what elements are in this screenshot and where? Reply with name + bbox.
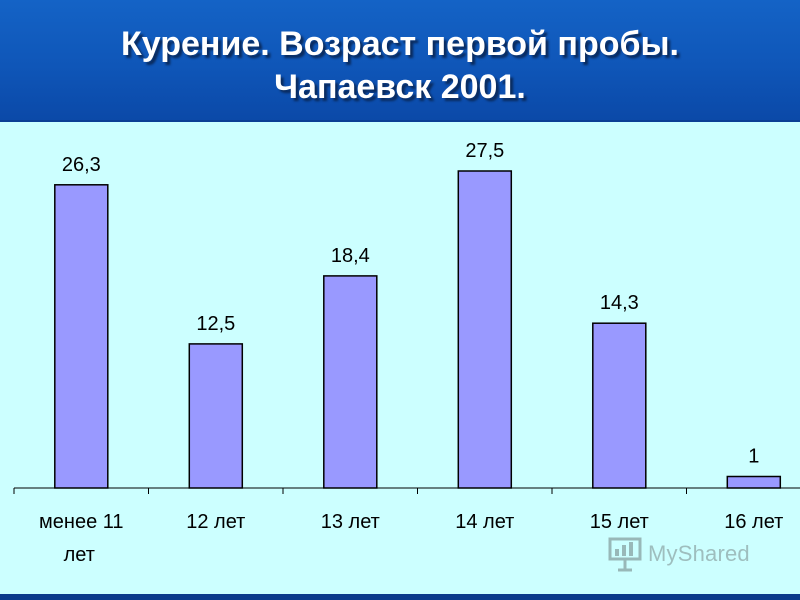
watermark: MyShared — [608, 534, 750, 574]
watermark-text: MyShared — [648, 541, 750, 566]
x-tick-label-4: 14 лет — [455, 511, 514, 533]
title-bar: Курение. Возраст первой пробы. Чапаевск … — [0, 0, 800, 122]
x-tick-label-3: 13 лет — [321, 511, 380, 533]
data-label-1: 26,3 — [62, 154, 101, 176]
data-label-6: 1 — [748, 446, 759, 468]
data-label-2: 12,5 — [196, 313, 235, 335]
bar-3 — [323, 275, 378, 489]
bar-2 — [188, 343, 244, 489]
data-label-3: 18,4 — [331, 245, 370, 267]
x-tick-label-5: 15 лет — [590, 511, 649, 533]
bottom-bar — [0, 594, 800, 600]
bar-6 — [726, 475, 782, 489]
slide-title-line-1: Курение. Возраст первой пробы. — [121, 25, 679, 63]
x-tick-label-6: 16 лет — [724, 511, 783, 533]
x-tick-label-1: лет — [64, 544, 95, 566]
x-tick-label-2: 12 лет — [186, 511, 245, 533]
bar-5 — [592, 322, 647, 489]
bar-4 — [457, 170, 513, 489]
presentation-board-icon — [608, 537, 642, 572]
data-label-4: 27,5 — [465, 140, 504, 162]
slide-title-line-2: Чапаевск 2001. — [274, 68, 526, 106]
data-label-5: 14,3 — [600, 292, 639, 314]
bar-1 — [54, 184, 109, 489]
x-tick-label-1: менее 11 — [39, 511, 123, 533]
